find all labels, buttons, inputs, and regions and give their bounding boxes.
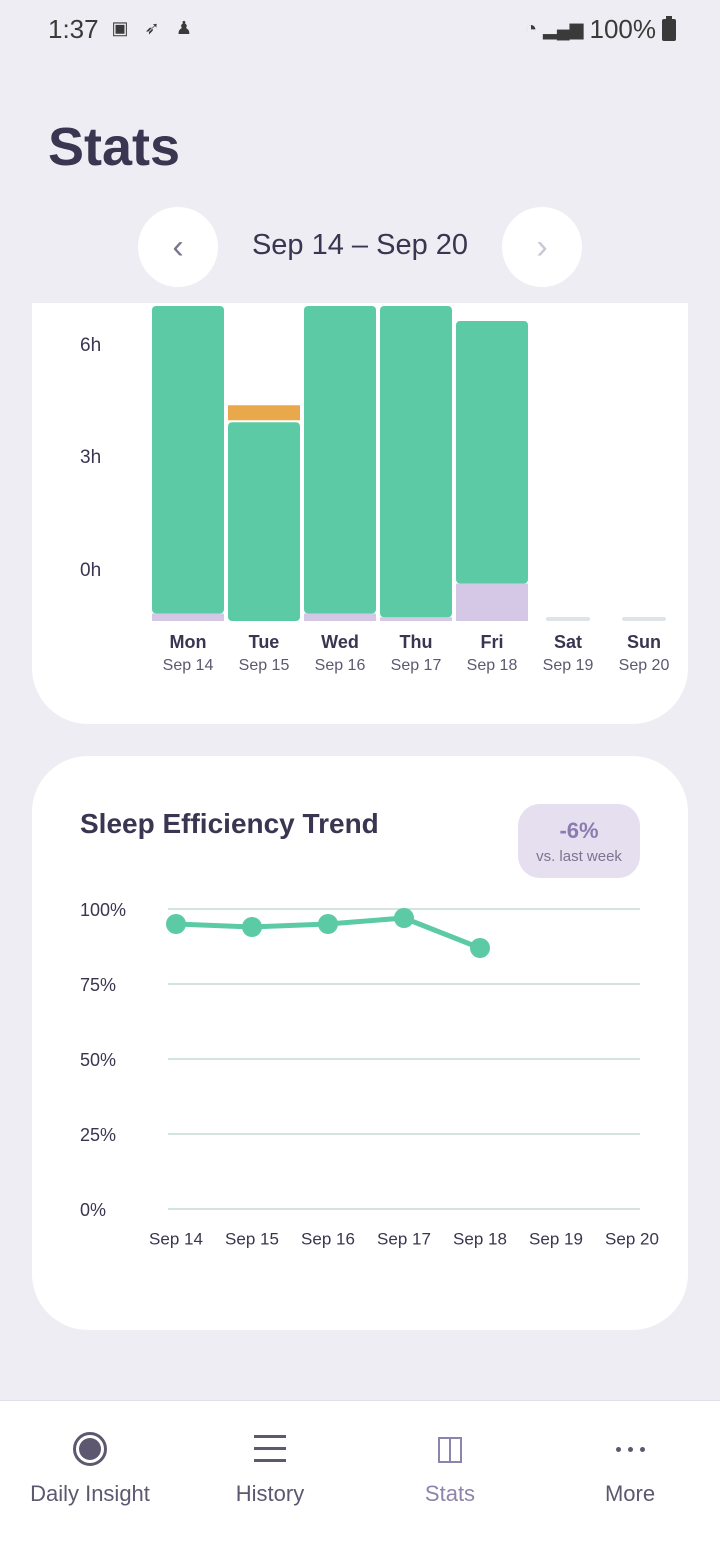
chevron-right-icon: › [536,227,548,266]
previous-week-button[interactable]: ‹ [138,207,218,287]
x-date-label: Sep 19 [543,657,594,674]
trend-title: Sleep Efficiency Trend [80,808,379,839]
bar-awake-fri [456,583,528,621]
bar-awake-mon [152,613,224,621]
x-tick-label: Sep 15 [225,1229,279,1248]
signal-icon: ▂▄▆ [543,19,584,39]
y-tick-label: 25% [80,1125,116,1145]
nav-stats[interactable]: Stats [360,1401,540,1531]
battery-percent: 100% [589,14,657,44]
trend-change-value: -6% [559,818,599,843]
x-date-label: Sep 18 [467,657,518,674]
x-tick-label: Sep 20 [605,1229,659,1248]
status-bar: 1:37 ▣ ➶ ♟ ◔ ▂▄▆ 100% [0,0,720,60]
bottom-navigation: Daily Insight History Stats More [0,1400,720,1560]
bar-awake-thu [380,617,452,621]
notification-icons: ▣ ➶ ♟ [110,18,194,38]
week-range-label: Sep 14 – Sep 20 [251,229,469,261]
nav-more[interactable]: More [540,1401,720,1531]
x-tick-label: Sep 14 [149,1229,203,1248]
x-day-label: Tue [249,632,280,652]
wifi-icon: ◔ [524,18,538,40]
bar-asleep-thu [380,306,452,618]
x-tick-label: Sep 16 [301,1229,355,1248]
week-navigator: ‹ Sep 14 – Sep 20 › [138,207,582,287]
bar-awake-wed [304,613,376,621]
x-day-label: Sun [627,632,661,652]
list-icon [250,1429,290,1469]
sleep-duration-chart: 6h 3h 0h Mon Sep 14 Tue Sep 15 Wed Sep 16 Thu Sep … [80,306,670,674]
efficiency-point [166,914,186,934]
sleep-efficiency-chart: 100% 75% 50% 25% 0% Sep 14 Sep 15 Sep 16 Sep 17 S… [80,900,659,1249]
efficiency-point [318,914,338,934]
bar-empty-sat [546,617,590,621]
x-date-label: Sep 17 [391,657,442,674]
nav-label-more: More [604,1481,656,1506]
chevron-left-icon: ‹ [172,227,184,266]
y-tick-label: 3h [80,447,101,468]
y-tick-label: 6h [80,335,101,356]
bar-asleep-mon [152,306,224,614]
bar-asleep-tue [228,422,300,621]
next-week-button[interactable]: › [502,207,582,287]
efficiency-point [470,938,490,958]
x-day-label: Sat [554,632,582,652]
status-right: ◔ ▂▄▆ 100% [525,14,676,45]
sleep-duration-card: 6h 3h 0h Mon Sep 14 Tue Sep 15 Wed Sep 16 Thu Sep … [32,303,688,724]
image-icon: ▣ [111,18,129,38]
y-tick-label: 0h [80,560,101,581]
nav-history[interactable]: History [180,1401,360,1531]
nav-daily-insight[interactable]: Daily Insight [0,1401,180,1531]
trend-change-caption: vs. last week [536,848,622,865]
record-icon [70,1429,110,1469]
y-tick-label: 100% [80,900,126,920]
x-date-label: Sep 16 [315,657,366,674]
stats-icon [430,1429,470,1469]
rocket-icon: ➶ [144,18,160,38]
page-title: Stats [48,117,181,177]
bar-extra-tue [228,405,300,421]
y-tick-label: 0% [80,1200,106,1220]
bar-empty-sun [622,617,666,621]
efficiency-point [242,917,262,937]
x-day-label: Thu [400,632,433,652]
battery-icon [662,15,676,41]
x-tick-label: Sep 18 [453,1229,507,1248]
x-day-label: Wed [321,632,359,652]
person-icon: ♟ [175,18,193,38]
bar-asleep-fri [456,321,528,584]
x-date-label: Sep 15 [239,657,290,674]
nav-label-history: History [235,1481,305,1506]
x-date-label: Sep 14 [163,657,214,674]
nav-label-stats: Stats [424,1481,476,1506]
status-time: 1:37 [48,14,99,44]
trend-change-badge: -6% vs. last week [518,804,640,878]
y-tick-label: 50% [80,1050,116,1070]
x-tick-label: Sep 19 [529,1229,583,1248]
y-tick-label: 75% [80,975,116,995]
efficiency-point [394,908,414,928]
x-day-label: Fri [480,632,503,652]
x-day-label: Mon [170,632,207,652]
x-tick-label: Sep 17 [377,1229,431,1248]
nav-label-daily-insight: Daily Insight [30,1481,150,1506]
sleep-efficiency-card: Sleep Efficiency Trend -6% vs. last week… [32,756,688,1330]
bar-asleep-wed [304,306,376,614]
more-dots-icon [610,1429,650,1469]
x-date-label: Sep 20 [619,657,670,674]
